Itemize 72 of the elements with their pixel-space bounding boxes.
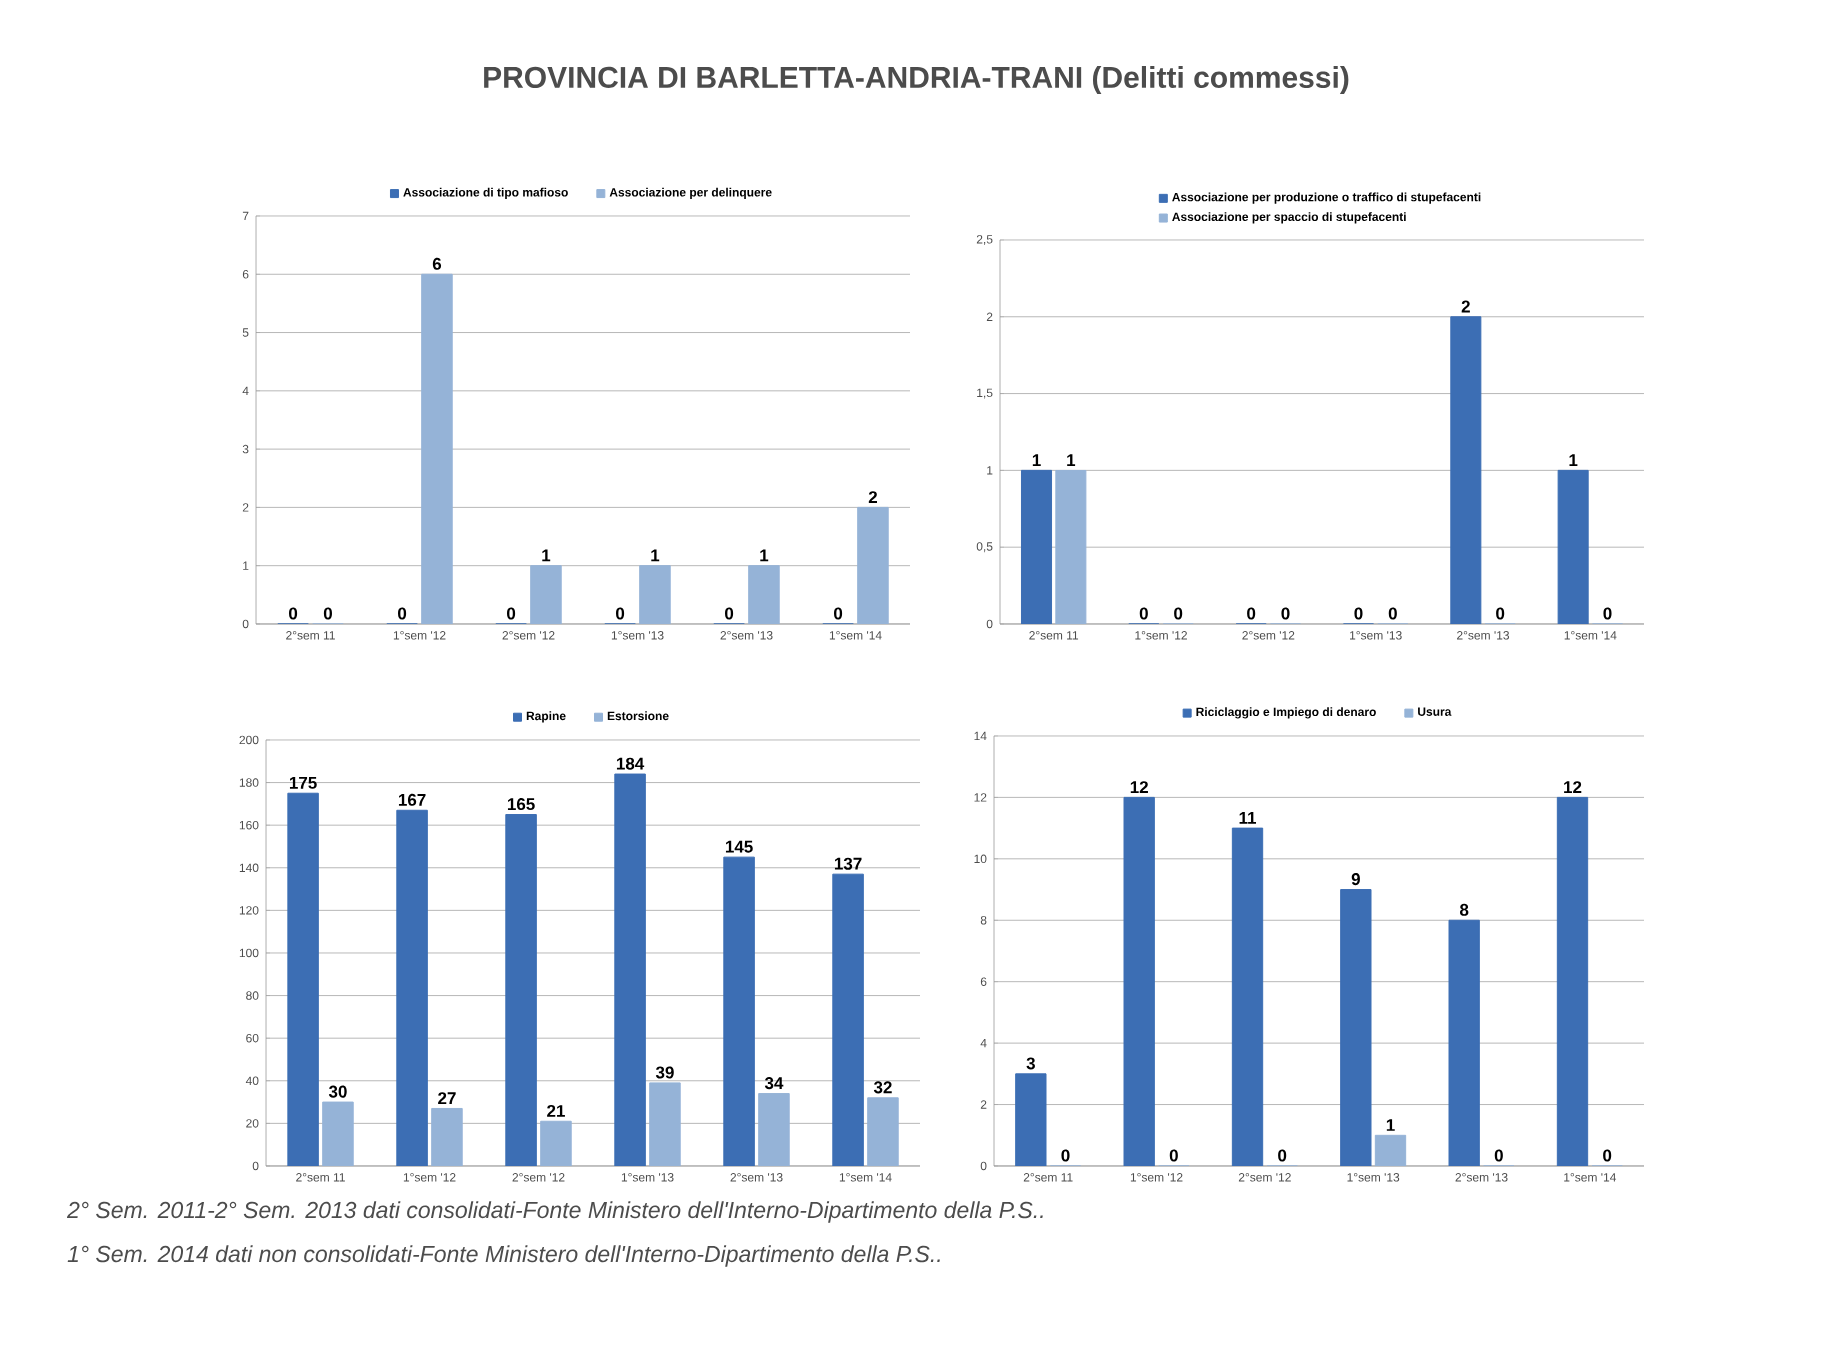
data-label: 0	[616, 607, 625, 620]
bar	[396, 809, 428, 1166]
data-label: 3	[1026, 1057, 1035, 1070]
bar	[857, 506, 889, 624]
bar	[758, 1093, 790, 1166]
bar	[540, 1120, 572, 1166]
data-label: 175	[289, 776, 317, 789]
bar	[1055, 469, 1087, 624]
data-label: 0	[1139, 607, 1148, 620]
text: 2° Sem. 2011-2° Sem. 2013 dati consolidati-Fonte Ministero dell'Interno-Dipartimento della P.S..	[66, 1201, 1043, 1223]
bar	[322, 1101, 354, 1166]
data-label: 12	[1564, 781, 1582, 793]
data-label: 27	[438, 1092, 456, 1105]
bar	[530, 565, 562, 624]
data-label: 0	[1496, 607, 1505, 620]
bar	[614, 773, 646, 1166]
bar	[1557, 469, 1589, 624]
bar	[832, 873, 864, 1166]
data-label: 0	[1061, 1149, 1070, 1162]
data-label: 8	[1459, 903, 1469, 916]
data-label: 2	[1461, 300, 1470, 313]
data-label: 30	[328, 1085, 347, 1098]
data-label: 0	[1494, 1149, 1503, 1162]
bar	[431, 1107, 463, 1166]
text: 1° Sem. 2014 dati non consolidati-Fonte Ministero dell'Interno-Dipartimento della P.S..	[67, 1245, 940, 1267]
data-label: 0	[1281, 607, 1290, 620]
bar	[748, 565, 780, 624]
data-label: 0	[1169, 1149, 1178, 1162]
data-label: 0	[1247, 607, 1256, 620]
data-label: 11	[1239, 812, 1257, 824]
data-label: 32	[873, 1081, 892, 1094]
data-label: 0	[398, 607, 407, 620]
data-label: 2	[868, 491, 878, 503]
data-label: 0	[834, 607, 843, 620]
data-label: 0	[1174, 607, 1183, 620]
data-label: 34	[764, 1077, 784, 1090]
data-label: 0	[289, 607, 298, 620]
data-label: 9	[1351, 873, 1360, 886]
chart-title: PROVINCIA DI BARLETTA-ANDRIA-TRANI (Delitti commessi)	[484, 65, 1349, 94]
data-label: 12	[1130, 781, 1148, 793]
data-label: 0	[1603, 607, 1612, 620]
data-label: 167	[398, 793, 426, 806]
data-label: 1	[1067, 454, 1076, 466]
data-label: 1	[542, 549, 551, 562]
data-label: 1	[651, 549, 660, 562]
data-label: 137	[834, 857, 862, 870]
data-label: 21	[547, 1104, 565, 1117]
data-label: 6	[432, 257, 442, 270]
data-label: 165	[507, 798, 535, 811]
data-label: 0	[1278, 1149, 1287, 1162]
bar	[1020, 469, 1053, 624]
bar	[649, 1082, 681, 1166]
data-label: 1	[1386, 1119, 1395, 1131]
data-label: 0	[1388, 607, 1397, 620]
bar	[421, 273, 453, 624]
data-label: 1	[1032, 454, 1041, 466]
data-label: 184	[616, 757, 645, 770]
data-label: 0	[725, 607, 734, 620]
data-label: 0	[323, 607, 332, 620]
bar	[505, 814, 537, 1166]
data-label: 0	[1603, 1149, 1612, 1162]
bar	[287, 792, 319, 1166]
data-label: 0	[1354, 607, 1363, 620]
bar	[723, 856, 755, 1166]
bar	[639, 565, 671, 624]
data-label: 1	[760, 549, 769, 562]
bar	[1450, 316, 1482, 624]
bar	[867, 1097, 899, 1166]
data-label: 0	[507, 607, 516, 620]
data-label: 1	[1569, 454, 1578, 466]
data-label: 145	[725, 840, 753, 853]
data-label: 39	[655, 1066, 674, 1079]
